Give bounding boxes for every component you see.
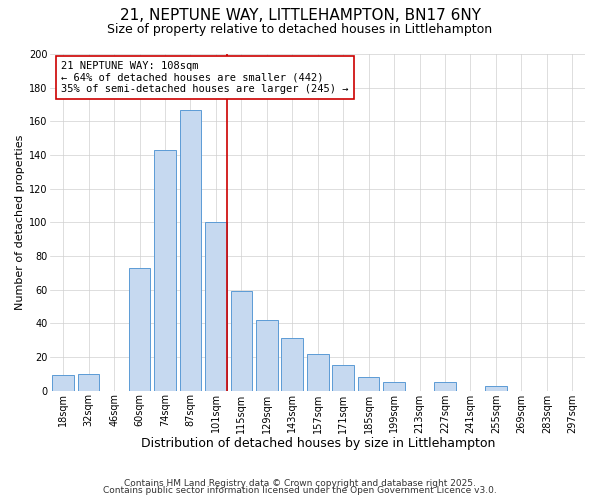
Bar <box>434 382 456 390</box>
Bar <box>281 338 303 390</box>
Bar <box>485 386 507 390</box>
Bar <box>179 110 201 390</box>
Bar <box>256 320 278 390</box>
Text: 21 NEPTUNE WAY: 108sqm
← 64% of detached houses are smaller (442)
35% of semi-de: 21 NEPTUNE WAY: 108sqm ← 64% of detached… <box>61 60 349 94</box>
Bar <box>78 374 100 390</box>
Text: Contains HM Land Registry data © Crown copyright and database right 2025.: Contains HM Land Registry data © Crown c… <box>124 478 476 488</box>
Text: Contains public sector information licensed under the Open Government Licence v3: Contains public sector information licen… <box>103 486 497 495</box>
Y-axis label: Number of detached properties: Number of detached properties <box>15 134 25 310</box>
Bar <box>230 292 252 390</box>
Bar <box>52 376 74 390</box>
Bar <box>154 150 176 390</box>
Bar <box>358 377 379 390</box>
Bar <box>383 382 405 390</box>
Text: 21, NEPTUNE WAY, LITTLEHAMPTON, BN17 6NY: 21, NEPTUNE WAY, LITTLEHAMPTON, BN17 6NY <box>119 8 481 22</box>
Bar <box>129 268 151 390</box>
Text: Size of property relative to detached houses in Littlehampton: Size of property relative to detached ho… <box>107 22 493 36</box>
Bar <box>205 222 227 390</box>
Bar <box>332 366 354 390</box>
X-axis label: Distribution of detached houses by size in Littlehampton: Distribution of detached houses by size … <box>140 437 495 450</box>
Bar <box>307 354 329 391</box>
